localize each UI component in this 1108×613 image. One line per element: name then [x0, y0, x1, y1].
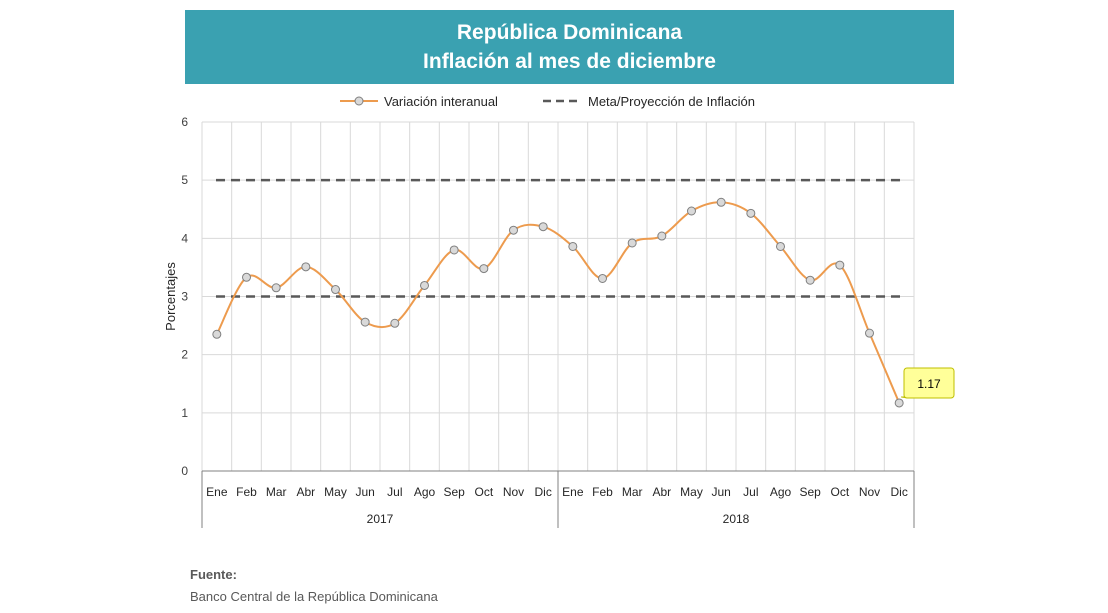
chart-title-banner: República Dominicana Inflación al mes de… — [185, 10, 954, 84]
source-heading: Fuente: — [190, 567, 237, 582]
data-point — [420, 280, 429, 290]
title-line-1: República Dominicana — [456, 21, 683, 44]
year-group-label: 2018 — [723, 512, 750, 526]
x-tick-label: Ene — [206, 485, 228, 499]
y-tick-label: 4 — [181, 231, 188, 245]
x-tick-label: Ago — [414, 485, 436, 499]
data-point — [242, 272, 251, 282]
data-point — [598, 273, 607, 283]
data-point — [301, 262, 311, 272]
year-group-label: 2017 — [367, 512, 394, 526]
x-tick-label: Jul — [743, 485, 758, 499]
y-axis-title: Porcentajes — [163, 262, 178, 331]
data-point — [360, 317, 370, 327]
x-tick-label: Feb — [236, 485, 257, 499]
data-point — [776, 241, 785, 251]
x-tick-label: Jun — [711, 485, 730, 499]
x-tick-label: Ago — [770, 485, 792, 499]
data-point — [894, 398, 904, 408]
x-tick-label: Abr — [652, 485, 671, 499]
data-point — [627, 238, 637, 248]
x-tick-label: Mar — [622, 485, 643, 499]
data-point — [390, 318, 400, 328]
inflation-series-line — [215, 201, 901, 404]
data-point — [835, 260, 845, 270]
x-tick-label: May — [680, 485, 703, 499]
data-point — [479, 264, 489, 274]
y-tick-label: 5 — [181, 173, 188, 187]
x-tick-label: Nov — [859, 485, 880, 499]
x-tick-label: Abr — [296, 485, 315, 499]
x-tick-label: Sep — [443, 485, 465, 499]
source-text: Banco Central de la República Dominicana — [190, 589, 438, 604]
data-point — [716, 197, 726, 207]
x-tick-label: Ene — [562, 485, 584, 499]
x-tick-label: Dic — [534, 485, 551, 499]
x-tick-label: Sep — [799, 485, 821, 499]
y-tick-label: 2 — [181, 348, 188, 362]
title-line-2: Inflación al mes de diciembre — [423, 50, 716, 73]
y-tick-label: 0 — [181, 464, 188, 478]
data-point — [509, 225, 518, 235]
x-tick-label: Dic — [890, 485, 907, 499]
x-tick-label: Oct — [474, 485, 493, 499]
data-point — [568, 241, 578, 251]
data-point — [212, 329, 222, 339]
data-point — [865, 328, 874, 338]
data-point — [449, 245, 459, 255]
data-point — [657, 231, 667, 241]
legend-marker-swatch — [354, 96, 364, 106]
legend-label-meta: Meta/Proyección de Inflación — [588, 94, 755, 109]
x-tick-label: Feb — [592, 485, 613, 499]
x-tick-label: Mar — [266, 485, 287, 499]
x-tick-label: Jul — [387, 485, 402, 499]
y-tick-label: 6 — [181, 115, 188, 129]
data-point — [538, 222, 548, 232]
data-point — [331, 285, 340, 295]
x-tick-label: Jun — [355, 485, 374, 499]
y-tick-label: 1 — [181, 406, 188, 420]
annotation-box — [903, 367, 955, 399]
data-point — [271, 283, 281, 293]
x-tick-label: Nov — [503, 485, 524, 499]
y-tick-label: 3 — [181, 290, 188, 304]
data-point — [746, 208, 756, 218]
x-tick-label: Oct — [830, 485, 849, 499]
data-point — [687, 206, 696, 216]
annotation-label: 1.17 — [917, 377, 941, 391]
legend-label-series: Variación interanual — [384, 94, 498, 109]
x-tick-label: May — [324, 485, 347, 499]
data-point — [805, 275, 815, 285]
